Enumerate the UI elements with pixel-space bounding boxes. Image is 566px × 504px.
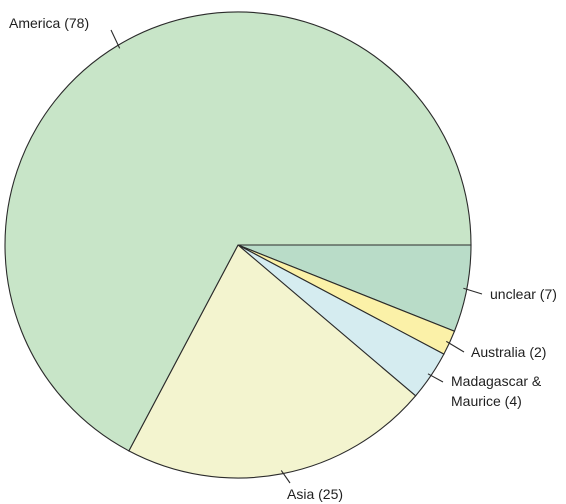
leader-line-unclear-7 — [463, 287, 483, 295]
slice-label-unclear-7: unclear (7) — [490, 286, 557, 302]
slice-label-america-78: America (78) — [9, 15, 89, 31]
leader-line-asia-25 — [280, 470, 291, 484]
leader-line-madagascar-maurice-4 — [427, 373, 444, 383]
slice-label-australia-2: Australia (2) — [471, 344, 546, 360]
leader-line-america-78 — [110, 29, 121, 49]
pie-slice-asia-25 — [128, 244, 417, 479]
leader-line-australia-2 — [446, 340, 465, 353]
slice-label-asia-25: Asia (25) — [287, 486, 343, 502]
slice-label-madagascar-maurice-4: Madagascar & Maurice (4) — [451, 373, 542, 409]
